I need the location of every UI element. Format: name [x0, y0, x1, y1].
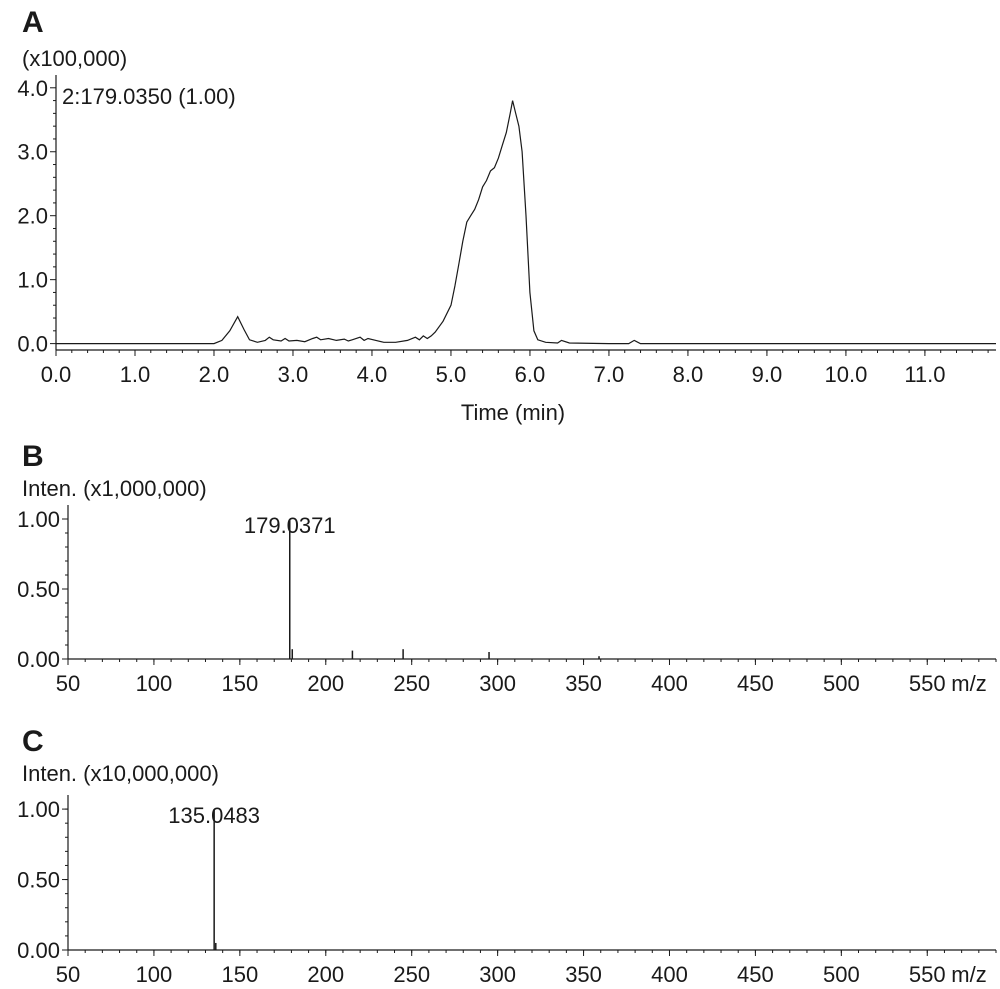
- panel-b-x-tick-label: 250: [393, 671, 430, 696]
- panel-b-x-tick-label: 100: [136, 671, 173, 696]
- panel-c-x-tick-label: 200: [307, 962, 344, 987]
- panel-b-x-tick-label: 450: [737, 671, 774, 696]
- panel-c-x-tick-label: 350: [565, 962, 602, 987]
- panel-a-series-label: 2:179.0350 (1.00): [62, 84, 236, 109]
- panel-a-x-tick-label: 6.0: [515, 362, 546, 387]
- panel-c-x-tick-label: 150: [221, 962, 258, 987]
- panel-c-y-tick-label: 0.00: [17, 938, 60, 963]
- panel-c-spectrum: C Inten. (x10,000,000) 0.00 0.50 1.00 50 10…: [17, 725, 996, 987]
- panel-b-y-tick-label: 0.50: [17, 577, 60, 602]
- panel-c-x-axis-label: m/z: [951, 962, 986, 987]
- panel-a-x-tick-label: 7.0: [594, 362, 625, 387]
- panel-b-x-tick-label: 500: [823, 671, 860, 696]
- panel-a-x-tick-label: 1.0: [120, 362, 151, 387]
- panel-a-y-tick-label: 0.0: [17, 332, 48, 357]
- panel-b-x-tick-label: 150: [221, 671, 258, 696]
- panel-b-x-tick-label: 400: [651, 671, 688, 696]
- panel-b-x-axis-label: m/z: [951, 671, 986, 696]
- panel-c-x-tick-label: 500: [823, 962, 860, 987]
- panel-a-trace-line: [56, 101, 996, 344]
- panel-a-y-tick-label: 2.0: [17, 204, 48, 229]
- panel-c-x-tick-label: 100: [136, 962, 173, 987]
- panel-a-x-tick-label: 8.0: [673, 362, 704, 387]
- panel-c-y-tick-label: 1.00: [17, 797, 60, 822]
- panel-a-x-tick-label: 10.0: [825, 362, 868, 387]
- panel-a-letter: A: [22, 6, 44, 39]
- panel-b-y-tick-label: 1.00: [17, 507, 60, 532]
- panel-a-x-axis-label: Time (min): [461, 400, 565, 425]
- panel-b-x-tick-label: 200: [307, 671, 344, 696]
- panel-b-y-tick-label: 0.00: [17, 647, 60, 672]
- panel-a-y-tick-label: 1.0: [17, 268, 48, 293]
- panel-c-x-tick-label: 50: [56, 962, 80, 987]
- panel-c-x-tick-label: 250: [393, 962, 430, 987]
- panel-a-multiplier: (x100,000): [22, 46, 127, 71]
- panel-a-x-tick-label: 3.0: [278, 362, 309, 387]
- panel-c-x-tick-label: 400: [651, 962, 688, 987]
- panel-b-x-tick-label: 50: [56, 671, 80, 696]
- panel-c-y-tick-label: 0.50: [17, 868, 60, 893]
- panel-c-peak-label: 135.0483: [168, 803, 260, 828]
- panel-a-y-tick-label: 3.0: [17, 140, 48, 165]
- panel-b-x-tick-label: 550: [909, 671, 946, 696]
- panel-b-x-tick-label: 350: [565, 671, 602, 696]
- panel-a-x-tick-label: 2.0: [199, 362, 230, 387]
- panel-b-peak-label: 179.0371: [244, 513, 336, 538]
- panel-a-y-tick-label: 4.0: [17, 76, 48, 101]
- panel-a-x-tick-label: 9.0: [752, 362, 783, 387]
- panel-c-x-tick-label: 550: [909, 962, 946, 987]
- panel-c-x-tick-label: 450: [737, 962, 774, 987]
- panel-c-multiplier: Inten. (x10,000,000): [22, 761, 219, 786]
- panel-c-letter: C: [22, 725, 44, 758]
- panel-b-letter: B: [22, 440, 44, 473]
- panel-b-x-tick-label: 300: [479, 671, 516, 696]
- panel-a-x-tick-label: 0.0: [41, 362, 72, 387]
- panel-b-spectrum: B Inten. (x1,000,000) 0.00 0.50 1.00 50 100…: [17, 440, 996, 696]
- panel-a-chromatogram: A (x100,000) 2:179.0350 (1.00) 0.0 1.0 2.0…: [17, 6, 996, 425]
- panel-a-x-tick-label: 11.0: [904, 362, 945, 387]
- panel-b-multiplier: Inten. (x1,000,000): [22, 476, 207, 501]
- panel-c-x-tick-label: 300: [479, 962, 516, 987]
- panel-a-x-tick-label: 4.0: [357, 362, 388, 387]
- panel-a-x-tick-label: 5.0: [436, 362, 467, 387]
